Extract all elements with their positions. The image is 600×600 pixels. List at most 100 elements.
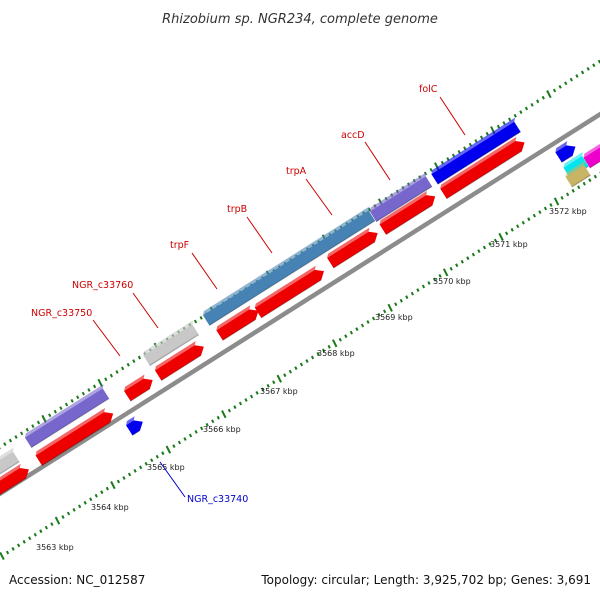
inner-tick <box>510 227 514 232</box>
inner-tick <box>150 458 154 463</box>
outer-tick <box>508 117 512 122</box>
inner-tick <box>17 543 21 548</box>
cds-block-7 <box>327 227 378 269</box>
cds-block-2-face <box>35 412 114 466</box>
inner-tick <box>477 249 481 253</box>
gene-label-trpf: trpF <box>170 240 189 251</box>
cds-block-5-edge <box>222 319 257 341</box>
outer-tick <box>81 391 85 396</box>
cds-block-9-face <box>440 141 525 199</box>
inner-tick <box>482 245 487 250</box>
gene-label-ngr-c33750: NGR_c33750 <box>31 308 92 319</box>
inner-tick <box>28 536 32 541</box>
gene-block-purple-left-edge <box>31 397 110 449</box>
inner-tick <box>405 295 409 300</box>
inner-tick <box>366 320 370 324</box>
cds-block-4-edge <box>161 354 202 382</box>
inner-tick <box>0 551 5 561</box>
inner-tick <box>360 323 365 328</box>
leader-line-trpb <box>246 216 273 254</box>
inner-tick <box>582 181 586 186</box>
inner-tick <box>577 185 581 190</box>
outer-tick <box>31 424 35 429</box>
outer-tick <box>519 110 523 115</box>
outer-tick <box>76 395 80 400</box>
label-leader-lines <box>92 96 466 498</box>
outer-tick <box>479 135 484 140</box>
inner-tick <box>305 359 309 363</box>
inner-tick <box>416 288 420 292</box>
outer-tick <box>115 370 119 374</box>
cds-block-3-face <box>124 378 153 402</box>
outer-tick <box>552 88 557 93</box>
gene-label-group: NGR_c33750 NGR_c33760 trpF trpB trpA acc… <box>31 84 438 505</box>
inner-tick <box>505 231 509 236</box>
cds-block-8-edge <box>385 204 433 236</box>
feature-blocks <box>0 117 600 497</box>
cds-block-left-edge <box>0 477 27 497</box>
cds-block-7-face <box>327 231 378 269</box>
cds-block-7-top <box>327 227 370 258</box>
outer-tick <box>564 81 568 86</box>
inner-tick <box>33 532 37 537</box>
cds-block-5-top <box>216 305 251 331</box>
outer-tick <box>524 106 529 111</box>
outer-tick <box>104 377 108 382</box>
cds-block-3-top <box>124 374 145 391</box>
gene-block-blue-right <box>555 141 576 163</box>
inner-tick <box>94 493 98 498</box>
gene-block-magenta-right <box>583 141 600 169</box>
inner-tick <box>221 410 227 419</box>
inner-tick <box>466 256 470 261</box>
inner-tick <box>399 298 403 303</box>
inner-tick <box>310 355 315 360</box>
cds-block-8-top <box>379 190 428 225</box>
cds-block-8-face <box>379 195 436 235</box>
cds-block-9-top <box>440 136 517 189</box>
leader-line-ngr_c33740 <box>159 461 186 498</box>
inner-tick <box>521 220 525 225</box>
cds-block-5 <box>216 305 259 341</box>
cds-block-6-top <box>254 265 316 308</box>
inner-tick <box>244 398 248 402</box>
gene-label-ngr-c33740: NGR_c33740 <box>187 494 248 505</box>
inner-tick <box>532 213 536 218</box>
outer-tick <box>97 378 103 387</box>
outer-tick <box>70 398 74 403</box>
outer-tick <box>87 388 91 392</box>
inner-tick <box>449 266 453 271</box>
inner-tick <box>543 206 548 211</box>
genome-backbone <box>0 111 600 497</box>
inner-tick <box>355 327 359 331</box>
cds-block-left-top <box>0 463 21 486</box>
inner-tick <box>233 405 237 409</box>
cds-block-4 <box>154 341 204 382</box>
outer-tick <box>126 362 130 367</box>
outer-tick <box>132 359 136 364</box>
inner-tick <box>493 238 498 243</box>
leader-line-ngr_c33750 <box>92 319 121 357</box>
outer-tick <box>14 435 18 439</box>
outer-tick <box>502 121 506 125</box>
inner-tick <box>105 486 109 491</box>
outer-tick <box>541 95 545 100</box>
inner-tick <box>188 433 193 438</box>
inner-tick <box>261 387 265 392</box>
inner-tick <box>427 281 431 285</box>
inner-tick <box>344 334 348 339</box>
outer-tick <box>121 366 125 371</box>
kbp-label-3566: 3566 kbp <box>203 425 241 434</box>
gene-block-grey-left-top <box>0 447 14 465</box>
outer-tick <box>48 413 52 418</box>
inner-tick <box>410 291 414 296</box>
outer-tick <box>92 384 97 389</box>
inner-tick <box>22 539 26 544</box>
gene-block-grey-edge <box>149 334 200 367</box>
outer-tick <box>496 124 501 129</box>
outer-tick <box>536 99 540 104</box>
inner-tick <box>78 504 82 509</box>
kbp-label-3572: 3572 kbp <box>549 207 587 216</box>
cds-block-left-face <box>0 467 29 496</box>
inner-tick <box>377 313 381 317</box>
outer-tick <box>429 167 433 172</box>
